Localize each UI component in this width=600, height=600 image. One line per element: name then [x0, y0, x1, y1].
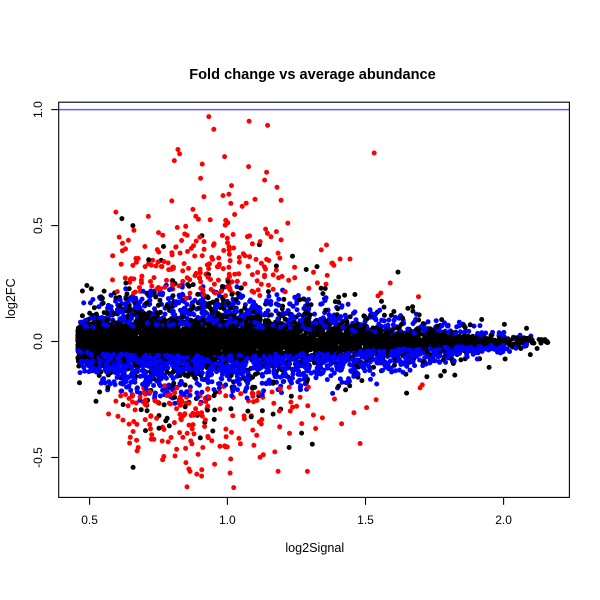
svg-text:log2Signal: log2Signal: [285, 541, 344, 555]
svg-text:1.0: 1.0: [219, 513, 236, 527]
svg-text:log2FC: log2FC: [4, 278, 18, 319]
svg-text:-0.5: -0.5: [31, 447, 45, 468]
svg-text:0.5: 0.5: [81, 513, 98, 527]
svg-text:1.0: 1.0: [31, 101, 45, 118]
svg-text:0.0: 0.0: [31, 333, 45, 350]
svg-text:2.0: 2.0: [495, 513, 512, 527]
svg-text:Fold change vs average abundan: Fold change vs average abundance: [189, 67, 436, 83]
svg-text:1.5: 1.5: [357, 513, 374, 527]
svg-text:0.5: 0.5: [31, 217, 45, 234]
